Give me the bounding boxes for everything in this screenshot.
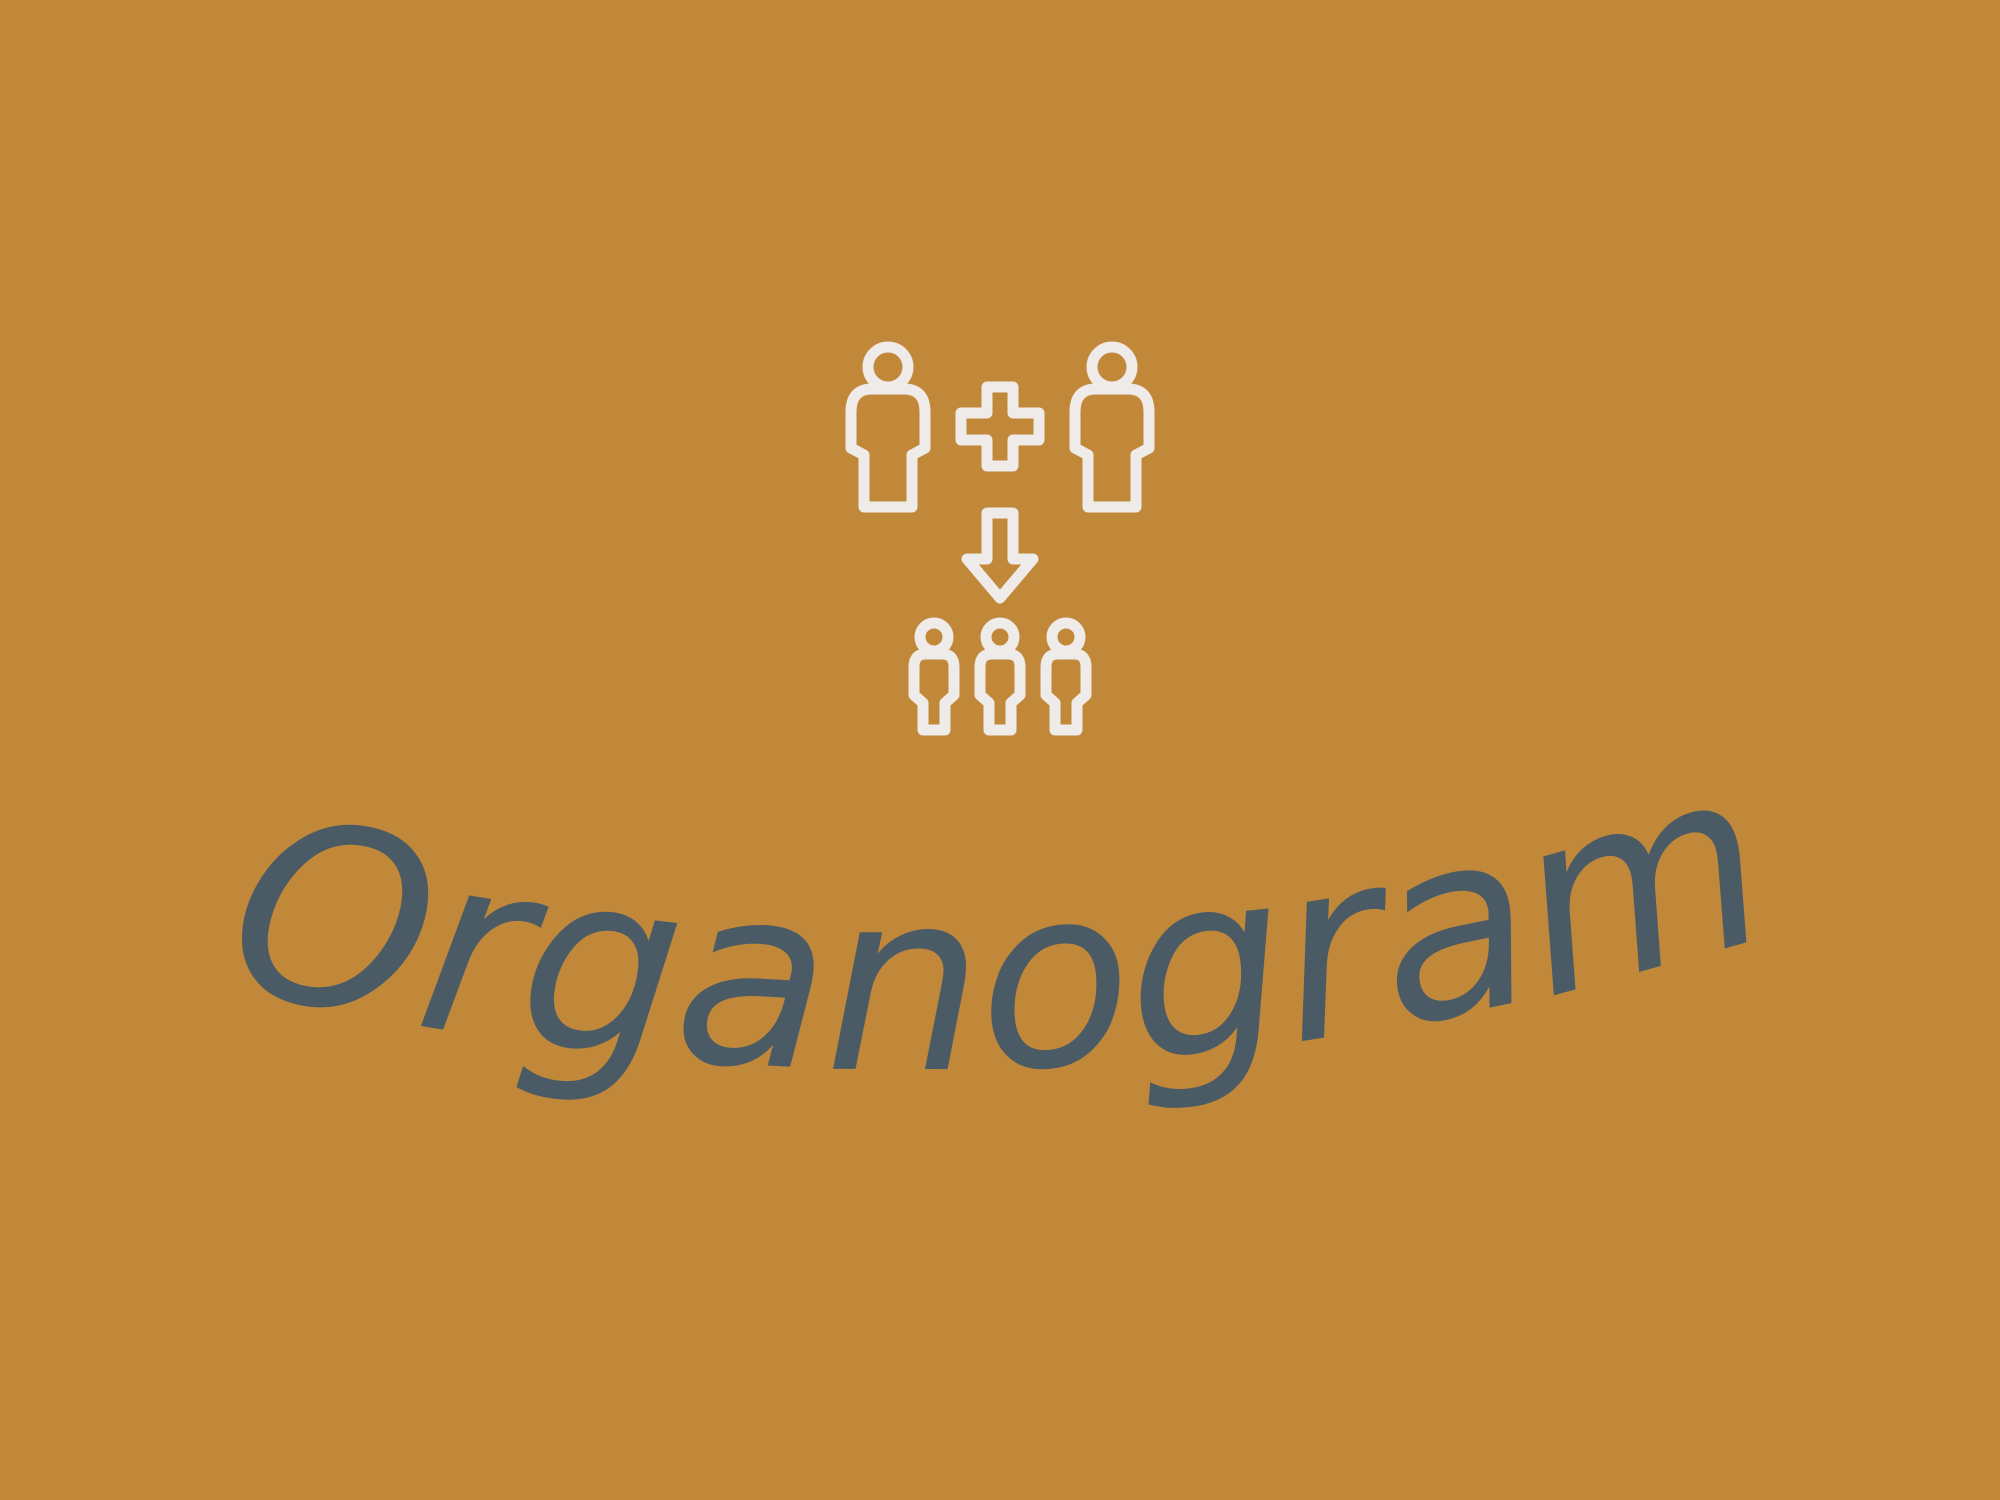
parent-right-person-icon [1069,341,1155,513]
parent-left-person-icon [845,341,931,513]
arrow-down-icon [961,507,1039,604]
child-person-icon [974,617,1026,736]
plus-icon [955,381,1045,472]
child-person-icon [908,617,960,736]
child-person-icon [1040,617,1092,736]
